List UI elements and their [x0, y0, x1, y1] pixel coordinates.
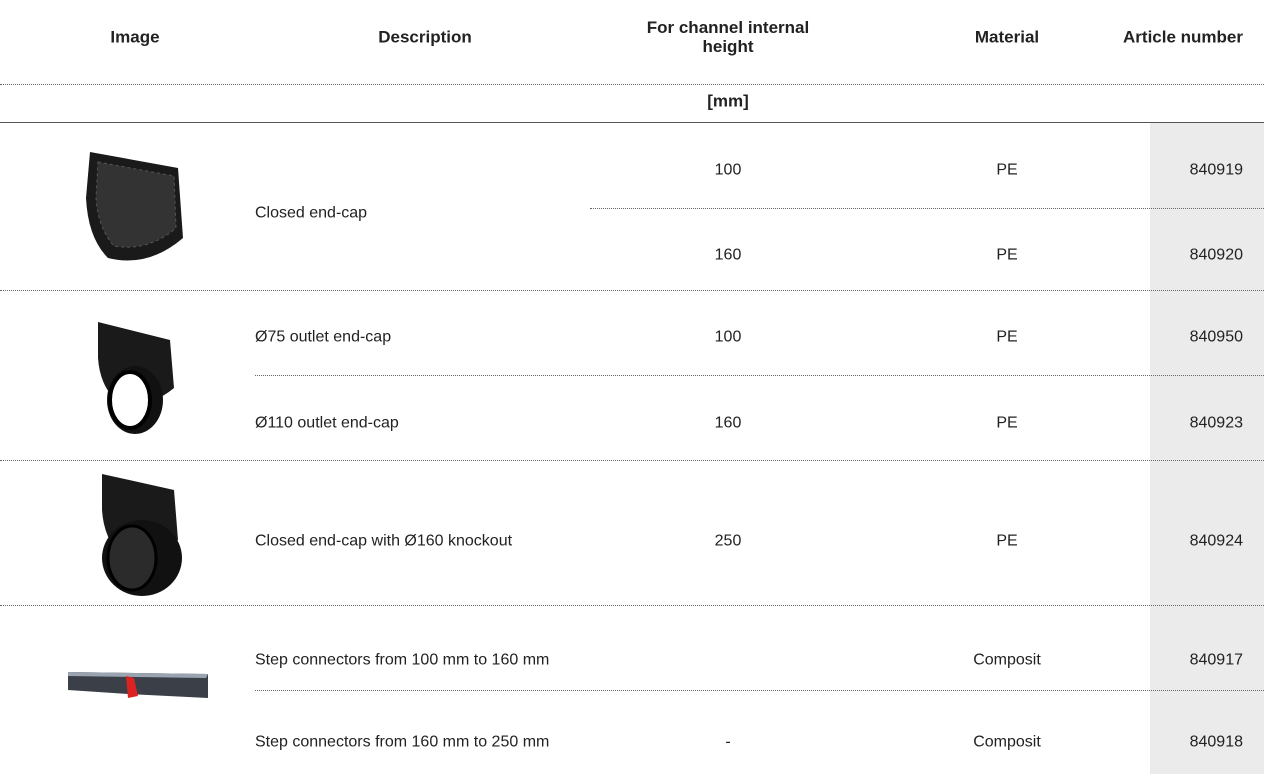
closed-end-cap-image: [86, 152, 183, 261]
channel-height: 160: [714, 246, 742, 264]
step-connector-image: [68, 672, 208, 698]
column-header: Description: [378, 27, 472, 47]
row-divider: [255, 375, 1264, 376]
material: PE: [996, 246, 1018, 264]
group-divider: [0, 460, 1264, 461]
article-number: 840917: [1189, 651, 1243, 669]
material: PE: [996, 414, 1018, 432]
channel-height: -: [725, 733, 731, 751]
channel-height: 100: [714, 328, 742, 346]
header-divider: [0, 84, 1264, 85]
group-divider: [0, 605, 1264, 606]
row-divider: [590, 208, 1264, 209]
column-header: Article number: [1123, 27, 1243, 47]
description: Ø75 outlet end-cap: [255, 328, 392, 346]
channel-height: 250: [714, 532, 742, 550]
article-column-shade: [1150, 123, 1264, 774]
material: PE: [996, 532, 1018, 550]
header-rule: [0, 122, 1264, 123]
description: Ø110 outlet end-cap: [255, 414, 399, 432]
material: Composit: [973, 651, 1041, 669]
description: Closed end-cap with Ø160 knockout: [255, 532, 513, 550]
column-header: Image: [110, 27, 160, 47]
group-divider: [0, 290, 1264, 291]
article-number: 840918: [1189, 733, 1243, 751]
row-divider: [255, 690, 1264, 691]
description: Closed end-cap: [255, 204, 368, 221]
material: Composit: [973, 733, 1041, 751]
material: PE: [996, 161, 1018, 179]
article-number: 840924: [1189, 532, 1243, 550]
article-number: 840920: [1189, 246, 1243, 264]
article-number: 840923: [1189, 414, 1243, 432]
description: Step connectors from 160 mm to 250 mm: [255, 733, 550, 751]
column-header: For channel internal height: [646, 18, 810, 56]
material: PE: [996, 328, 1018, 346]
description: Step connectors from 100 mm to 160 mm: [255, 651, 550, 669]
article-number: 840919: [1189, 161, 1243, 179]
article-number: 840950: [1189, 328, 1243, 346]
channel-height: 160: [714, 414, 742, 432]
outlet-end-cap-image: [98, 322, 174, 434]
unit-label: [mm]: [707, 91, 749, 111]
column-header: Material: [974, 27, 1040, 47]
channel-height: 100: [714, 161, 742, 179]
knockout-end-cap-image: [102, 474, 182, 596]
